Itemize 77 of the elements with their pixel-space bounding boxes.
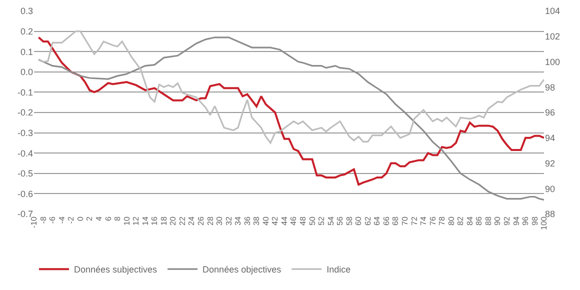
x-tick-label: -8: [38, 216, 48, 224]
x-tick-label: 22: [178, 216, 187, 226]
x-tick-label: 36: [242, 216, 252, 226]
x-tick-label: 72: [410, 216, 419, 226]
x-tick-label: 90: [493, 216, 502, 226]
x-tick-label: 66: [382, 216, 391, 226]
x-tick-label: 88: [484, 216, 493, 226]
x-tick-label: 38: [252, 216, 262, 226]
y-tick-label: -0.2: [17, 108, 33, 118]
x-tick-label: 76: [428, 216, 438, 226]
x-tick-label: 20: [168, 216, 178, 226]
x-tick-label: 86: [474, 216, 484, 226]
x-tick-label: 46: [289, 216, 298, 226]
x-tick-label: 84: [465, 216, 474, 226]
x-tick-label: 98: [530, 216, 540, 226]
x-tick-label: 82: [456, 216, 466, 226]
x-tick-label: 54: [326, 216, 336, 226]
legend-label: Indice: [326, 264, 351, 275]
x-tick-label: 8: [113, 216, 122, 222]
x-tick-label: -2: [66, 216, 76, 224]
x-tick-label: 12: [132, 216, 141, 226]
y-tick-label: -0.6: [17, 188, 33, 199]
x-tick-label: 14: [140, 216, 150, 226]
x-tick-label: 64: [372, 216, 382, 226]
x-tick-label: 28: [206, 216, 215, 226]
x-tick-label: 26: [196, 216, 206, 226]
x-tick-label: 4: [94, 216, 104, 222]
x-tick-label: 56: [336, 216, 345, 226]
legend-label: Données subjectives: [74, 264, 158, 275]
x-tick-label: 24: [187, 216, 196, 226]
x-tick-label: 48: [298, 216, 308, 226]
y-tick-label: 0.3: [20, 6, 33, 16]
x-tick-label: 44: [280, 216, 289, 226]
x-tick-label: 42: [270, 216, 280, 226]
x-tick-label: 100: [540, 216, 549, 230]
y2-tick-label: 102: [545, 32, 560, 42]
x-tick-label: 70: [400, 216, 410, 226]
line-series: [38, 30, 544, 144]
x-tick-label: 6: [104, 216, 113, 222]
y2-tick-label: 104: [545, 6, 560, 16]
y2-tick-label: 98: [545, 82, 556, 92]
y-tick-label: 0.0: [20, 67, 33, 78]
y2-tick-label: 92: [545, 158, 556, 168]
y-tick-label: -0.4: [17, 148, 33, 158]
x-tick-label: 16: [150, 216, 160, 226]
x-tick-label: 2: [85, 216, 94, 222]
x-tick-label: 96: [521, 216, 530, 226]
x-tick-label: 78: [438, 216, 447, 226]
x-tick-label: -4: [57, 216, 66, 224]
x-tick-label: 18: [159, 216, 168, 226]
y2-tick-label: 90: [545, 184, 556, 194]
x-tick-label: 60: [354, 216, 364, 226]
x-tick-label: -6: [48, 216, 58, 224]
y2-tick-label: 94: [545, 133, 556, 144]
x-tick-label: 30: [215, 216, 224, 226]
x-tick-label: 94: [512, 216, 521, 226]
y-tick-label: -0.3: [17, 128, 33, 138]
legend-label: Données objectives: [202, 264, 282, 275]
x-tick-label: 32: [224, 216, 234, 226]
x-tick-label: 92: [502, 216, 512, 226]
x-tick-label: 68: [391, 216, 400, 226]
y-tick-label: -0.5: [17, 168, 33, 179]
y-tick-label: 0.2: [20, 26, 33, 36]
y-tick-label: 0.1: [20, 46, 33, 57]
x-tick-label: 52: [317, 216, 326, 226]
x-tick-label: 10: [122, 216, 132, 226]
x-tick-label: 58: [344, 216, 354, 226]
x-tick-label: 40: [261, 216, 270, 226]
x-tick-label: 34: [234, 216, 243, 226]
y-tick-label: -0.1: [17, 87, 33, 98]
y2-tick-label: 96: [545, 108, 556, 118]
x-tick-label: 0: [76, 216, 85, 222]
x-tick-label: 50: [308, 216, 317, 226]
x-tick-label: 62: [363, 216, 372, 226]
y2-tick-label: 100: [545, 56, 560, 67]
x-tick-label: 80: [446, 216, 456, 226]
x-tick-label: 74: [419, 216, 428, 226]
